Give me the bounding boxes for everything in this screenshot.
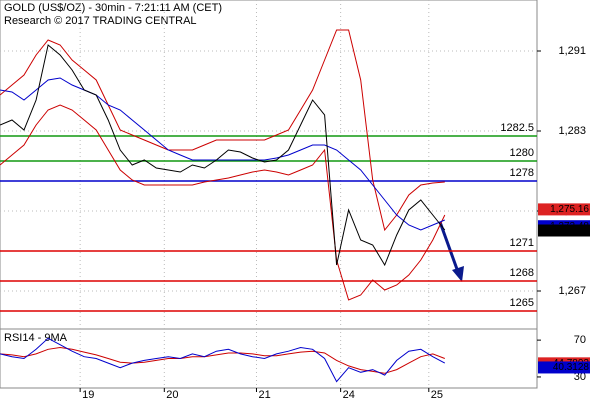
y-tick-label: 1,283 [558, 125, 586, 137]
y-tick-label: 1,267 [558, 285, 586, 297]
level-label-bg [500, 147, 536, 159]
level-label-bg [500, 122, 536, 134]
level-label-bg [500, 267, 536, 279]
level-label: 1271 [510, 237, 534, 249]
y-tick-label: 30 [574, 371, 586, 383]
level-label: 1282.5 [500, 122, 534, 134]
series-line [0, 29, 445, 232]
series-line [0, 104, 446, 301]
x-tick-label: 25 [431, 389, 443, 400]
price-tag [538, 361, 590, 374]
chart-title: GOLD (US$/OZ) - 30min - 7:21:11 AM (CET) [4, 2, 222, 14]
level-label-bg [500, 297, 536, 309]
price-tag [538, 203, 590, 216]
forecast-arrow [438, 221, 460, 273]
x-tick-label: 24 [343, 389, 355, 400]
x-tick-label: 19 [82, 389, 94, 400]
y-tick-label: 1,291 [558, 45, 586, 57]
rsi-title: RSI14 - 9MA [4, 332, 68, 344]
level-label: 1278 [510, 167, 534, 179]
level-label-bg [500, 237, 536, 249]
price-tag [538, 224, 590, 237]
price-tag-label: 40.3128 [553, 362, 590, 373]
chart-subtitle: Research © 2017 TRADING CENTRAL [4, 15, 197, 27]
forecast-arrow-head [452, 266, 464, 282]
x-tick-label: 21 [258, 389, 270, 400]
series-line [0, 346, 445, 374]
y-tick-label: 70 [574, 334, 586, 346]
x-tick-label: 20 [166, 389, 178, 400]
level-label: 1268 [510, 267, 534, 279]
level-label-bg [500, 167, 536, 179]
price-tag-label: 1,275.16 [550, 204, 589, 215]
series-line [0, 77, 445, 231]
price-tag-label: 1,273.05 [550, 225, 589, 236]
level-label: 1265 [510, 297, 534, 309]
plot-frame [0, 0, 538, 389]
series-line [0, 44, 446, 267]
series-line [0, 337, 446, 383]
level-label: 1280 [510, 147, 534, 159]
